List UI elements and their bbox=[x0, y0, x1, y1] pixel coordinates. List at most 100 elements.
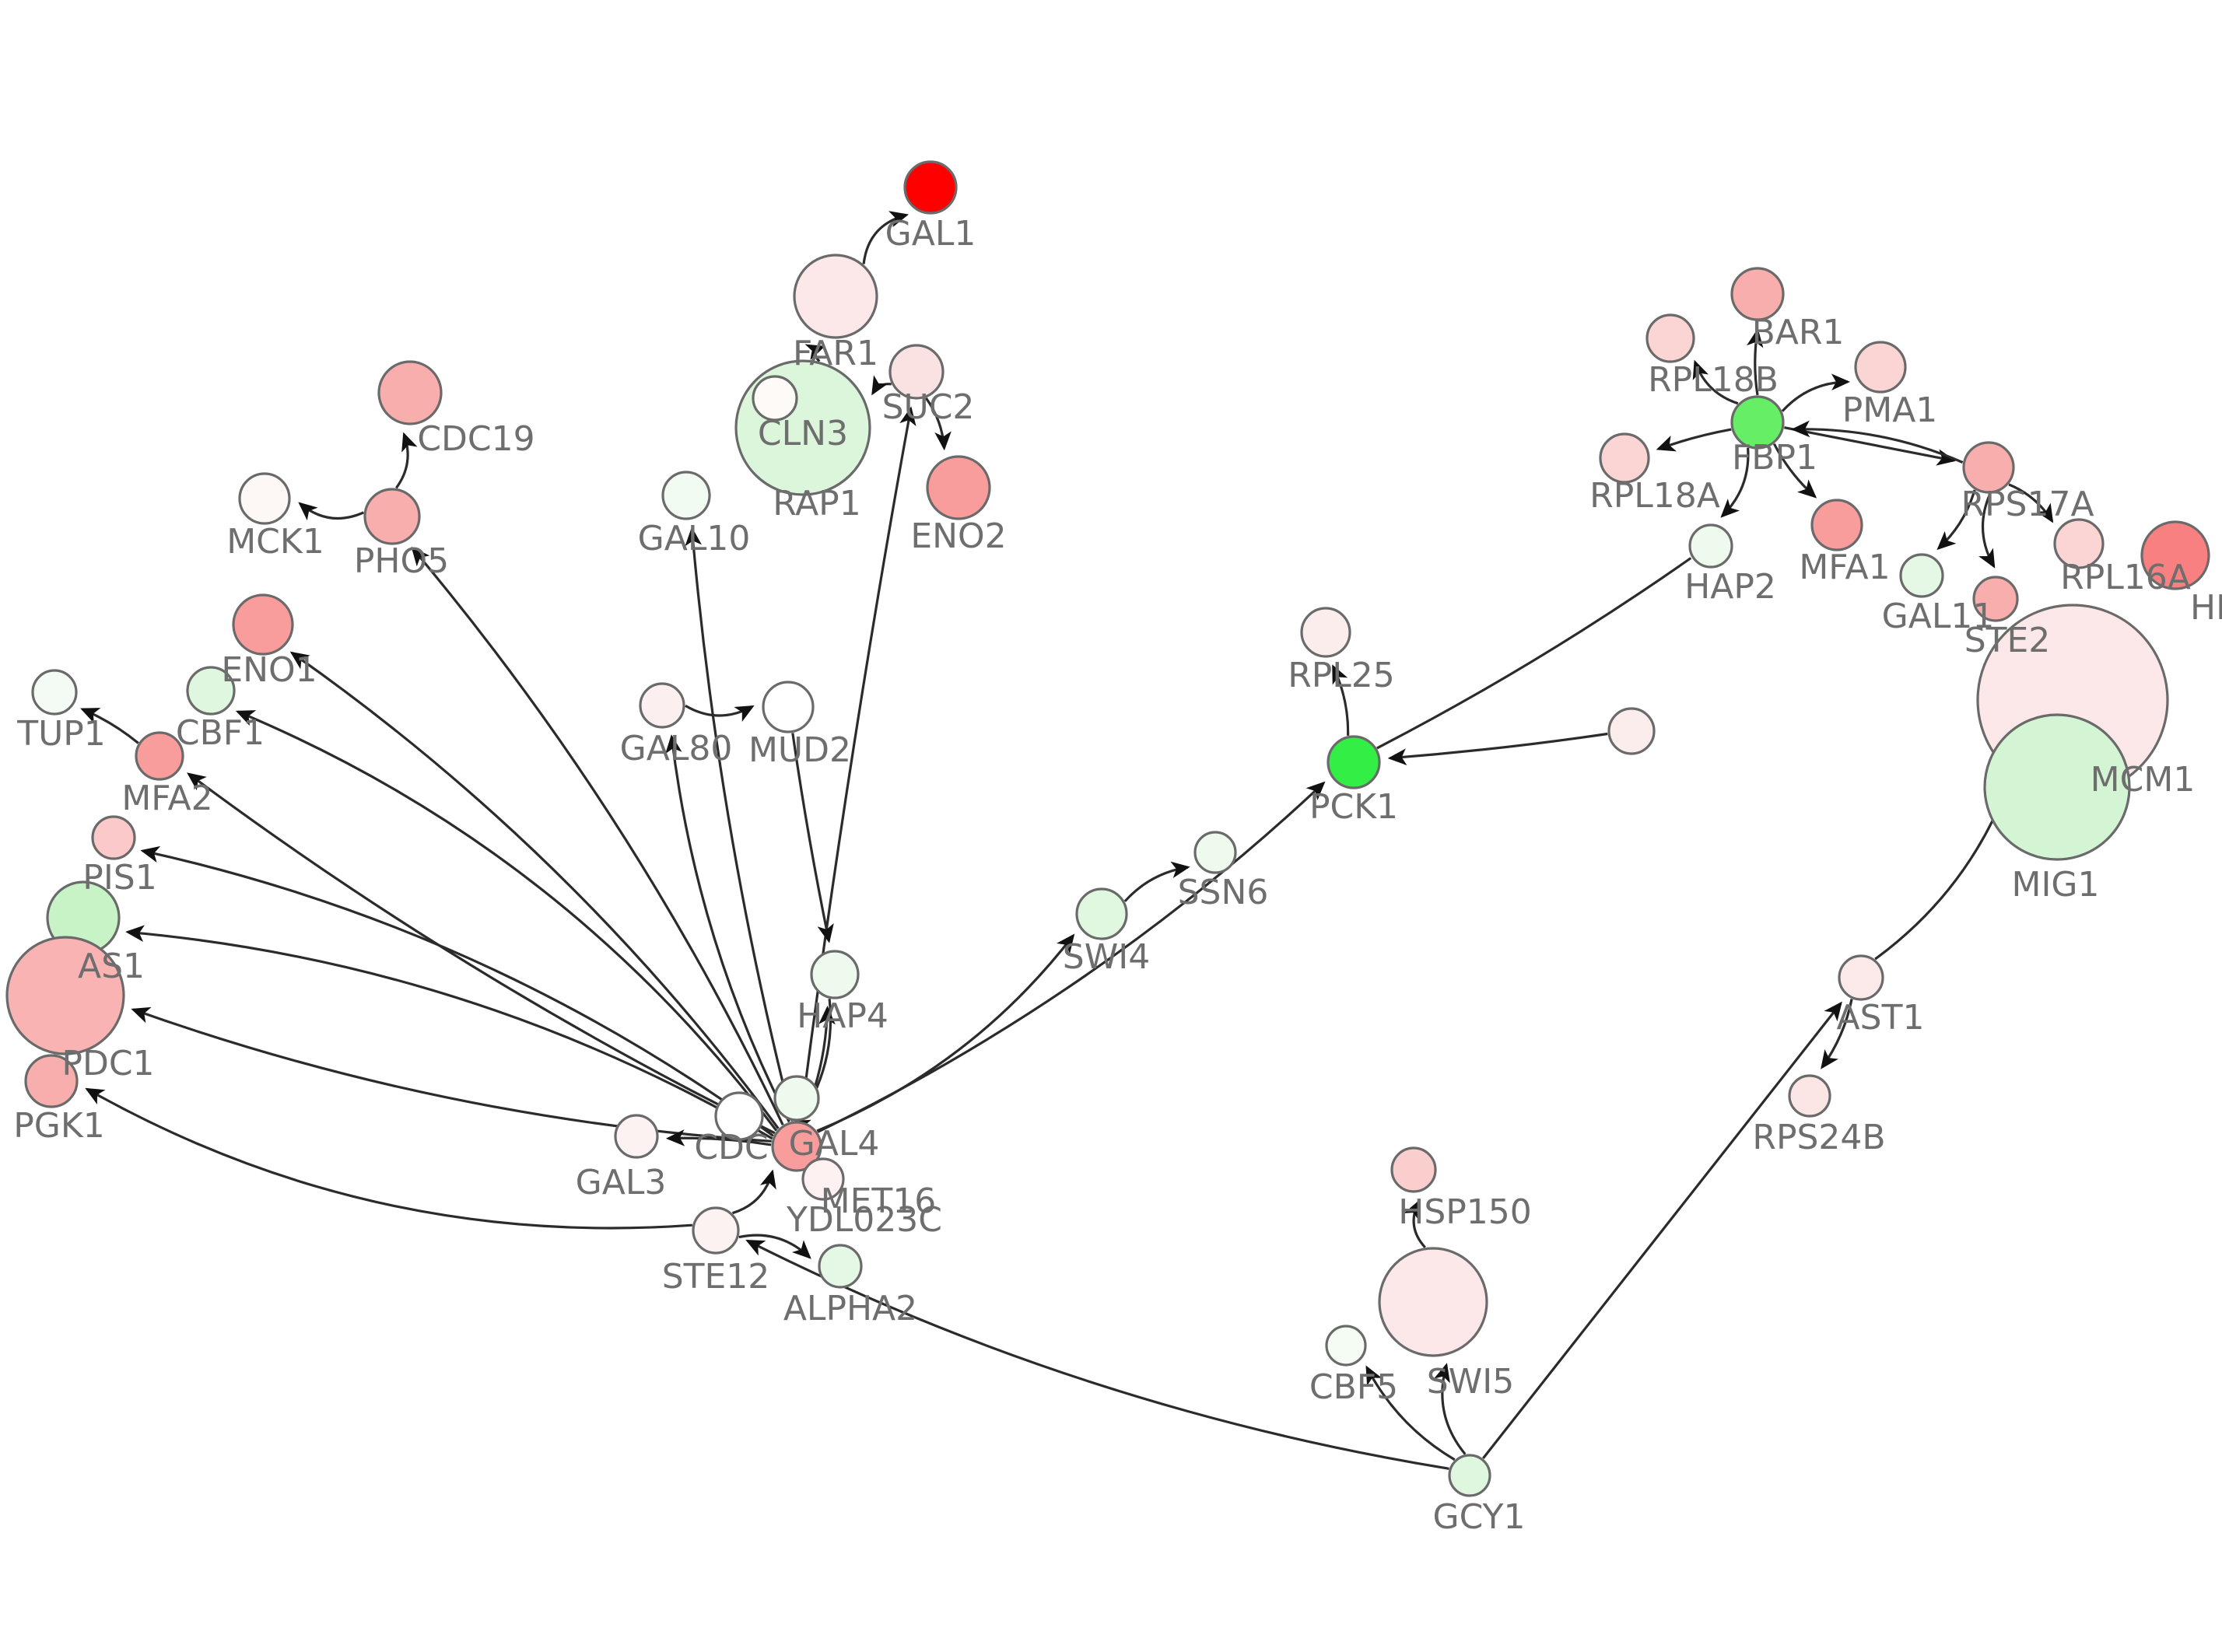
gene-node-mig1[interactable] bbox=[1983, 713, 2131, 861]
gene-node-mck1[interactable] bbox=[238, 472, 291, 525]
gene-label-cbf1: CBF1 bbox=[176, 713, 265, 753]
network-edge bbox=[298, 502, 365, 521]
gene-node-mfa2[interactable] bbox=[135, 731, 184, 781]
gene-label-eno2: ENO2 bbox=[910, 516, 1006, 556]
gene-node-mfa1[interactable] bbox=[1810, 499, 1863, 551]
gene-node-eno2[interactable] bbox=[926, 455, 991, 520]
gene-label-rps24b: RPS24B bbox=[1752, 1118, 1885, 1157]
gene-node-cln3_in[interactable] bbox=[752, 375, 798, 422]
gene-node-hap4[interactable] bbox=[810, 950, 860, 999]
network-edge bbox=[1747, 328, 1764, 396]
nodes-layer bbox=[5, 160, 2210, 1497]
gene-label-eno1: ENO1 bbox=[221, 650, 317, 690]
network-edge bbox=[1781, 373, 1850, 412]
gene-node-rpl18b[interactable] bbox=[1645, 313, 1695, 363]
gene-node-bar1[interactable] bbox=[1730, 267, 1785, 321]
gene-node-fbp1[interactable] bbox=[1730, 395, 1785, 450]
network-edge bbox=[665, 734, 790, 1123]
gene-label-pdc1: PDC1 bbox=[61, 1044, 154, 1083]
gene-node-hsp150[interactable] bbox=[1390, 1146, 1437, 1193]
network-edge bbox=[1978, 493, 1996, 569]
gene-label-mud2: MUD2 bbox=[748, 730, 851, 770]
gene-node-his4[interactable] bbox=[2140, 520, 2210, 590]
network-edge bbox=[1332, 664, 1350, 736]
gene-label-as1: AS1 bbox=[78, 947, 145, 986]
gene-node-pis1[interactable] bbox=[91, 815, 136, 860]
gene-node-gal4[interactable] bbox=[771, 1121, 822, 1172]
network-edge bbox=[187, 772, 776, 1135]
network-edge bbox=[80, 708, 139, 744]
network-edge bbox=[1692, 359, 1739, 405]
gene-node-cdcw[interactable] bbox=[714, 1091, 764, 1141]
gene-node-gal1[interactable] bbox=[903, 160, 958, 215]
gene-node-rpl25[interactable] bbox=[1300, 607, 1351, 658]
gene-node-far1[interactable] bbox=[793, 254, 878, 339]
gene-label-mfa1: MFA1 bbox=[1799, 548, 1890, 587]
gene-node-rpl18a[interactable] bbox=[1599, 432, 1650, 484]
gene-label-far1: FAR1 bbox=[793, 334, 878, 373]
gene-node-rpl16a[interactable] bbox=[2053, 518, 2105, 569]
gene-label-pck1: PCK1 bbox=[1309, 787, 1398, 827]
gene-node-swi4[interactable] bbox=[1075, 887, 1128, 940]
gene-node-swi5[interactable] bbox=[1378, 1247, 1488, 1357]
network-edge bbox=[804, 344, 825, 362]
gene-node-suc2[interactable] bbox=[888, 344, 945, 400]
gene-label-gal11: GAL11 bbox=[1882, 597, 1995, 636]
network-edge bbox=[799, 406, 916, 1122]
gene-node-cbf1[interactable] bbox=[186, 666, 236, 716]
gene-node-eno1[interactable] bbox=[232, 593, 294, 656]
network-edge bbox=[1656, 428, 1732, 452]
gene-node-rps24b[interactable] bbox=[1788, 1074, 1831, 1118]
gene-node-tup1[interactable] bbox=[31, 669, 78, 716]
network-edge bbox=[411, 546, 784, 1125]
gene-node-pma1[interactable] bbox=[1854, 341, 1907, 394]
gene-node-alpha2[interactable] bbox=[818, 1244, 863, 1289]
gene-node-gal11[interactable] bbox=[1899, 553, 1944, 598]
network-edge bbox=[1404, 1199, 1426, 1248]
gene-node-ast1[interactable] bbox=[1838, 954, 1884, 1001]
gene-node-hub2[interactable] bbox=[1607, 707, 1656, 755]
gene-node-cbf5[interactable] bbox=[1325, 1325, 1367, 1367]
network-edge bbox=[685, 705, 755, 722]
gene-node-pck1[interactable] bbox=[1327, 735, 1381, 789]
gene-node-ste2[interactable] bbox=[1972, 576, 2019, 622]
gene-label-hap4: HAP4 bbox=[797, 996, 888, 1036]
gene-node-pdc1[interactable] bbox=[5, 936, 125, 1055]
gene-node-gal80[interactable] bbox=[639, 682, 685, 729]
gene-node-ssn6[interactable] bbox=[1193, 831, 1237, 874]
gene-label-swi5: SWI5 bbox=[1427, 1362, 1514, 1402]
gene-node-ste12[interactable] bbox=[692, 1206, 740, 1255]
gene-node-ydl023c[interactable] bbox=[801, 1157, 845, 1201]
gene-label-mfa2: MFA2 bbox=[121, 779, 212, 818]
network-edge bbox=[235, 710, 778, 1132]
network-edge bbox=[817, 781, 1326, 1133]
gene-label-gal4: GAL4 bbox=[789, 1124, 880, 1164]
gene-node-pho5[interactable] bbox=[363, 488, 421, 545]
gene-label-pma1: PMA1 bbox=[1842, 390, 1938, 430]
network-edge bbox=[1365, 1365, 1456, 1461]
gene-label-bar1: BAR1 bbox=[1752, 313, 1845, 352]
network-edge bbox=[862, 211, 909, 264]
network-edge bbox=[125, 925, 773, 1140]
network-edge bbox=[1821, 999, 1853, 1069]
gene-node-pgk1[interactable] bbox=[24, 1054, 79, 1108]
gene-label-tup1: TUP1 bbox=[16, 714, 106, 754]
gene-node-met16[interactable] bbox=[773, 1075, 820, 1122]
gene-node-cdc19[interactable] bbox=[377, 360, 443, 425]
gene-node-gal10[interactable] bbox=[661, 471, 711, 520]
gene-label-rpl16a: RPL16A bbox=[2060, 558, 2191, 597]
gene-label-pis1: PIS1 bbox=[82, 858, 156, 898]
network-edge bbox=[1772, 443, 1817, 499]
gene-label-gal1: GAL1 bbox=[885, 214, 976, 254]
gene-label-alpha2: ALPHA2 bbox=[783, 1289, 917, 1328]
gene-node-gcy1[interactable] bbox=[1448, 1454, 1491, 1497]
gene-node-hap2[interactable] bbox=[1688, 523, 1733, 569]
gene-node-mud2[interactable] bbox=[762, 681, 815, 733]
gene-label-met16: MET16 bbox=[821, 1181, 937, 1221]
network-edge bbox=[1387, 732, 1608, 765]
gene-label-swi4: SWI4 bbox=[1063, 937, 1150, 977]
gene-node-gal3[interactable] bbox=[614, 1114, 659, 1159]
network-edge bbox=[791, 733, 834, 943]
gene-node-rps17a[interactable] bbox=[1962, 441, 2015, 494]
